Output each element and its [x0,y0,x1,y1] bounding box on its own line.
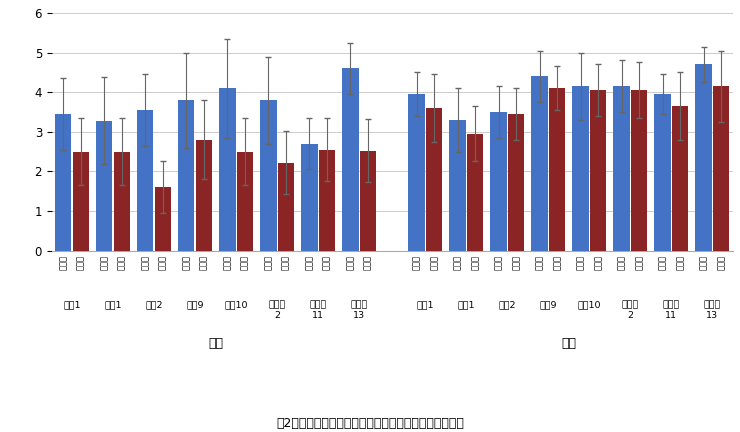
Bar [467,134,483,251]
Text: 挿し木: 挿し木 [58,255,68,270]
Text: 挿し木: 挿し木 [576,255,585,270]
Text: 挿し木: 挿し木 [223,255,232,270]
Text: 大分2: 大分2 [145,301,163,310]
Text: 大分2: 大分2 [499,301,516,310]
Bar [260,100,277,251]
Text: 挿し木: 挿し木 [617,255,626,270]
Bar [654,94,670,251]
Bar [508,114,525,251]
Text: 曽於1: 曽於1 [417,301,434,310]
Bar [219,88,235,251]
Text: 東臼杵
11: 東臼杵 11 [309,301,327,320]
Bar [319,149,335,251]
Bar [672,106,688,251]
Bar [449,120,465,251]
Text: 実生苗: 実生苗 [471,255,480,270]
Text: 実生苗: 実生苗 [635,255,644,270]
Bar [631,90,648,251]
Text: 三重10: 三重10 [224,301,248,310]
Text: 実生苗: 実生苗 [118,255,127,270]
Text: 実生苗: 実生苗 [593,255,602,270]
Bar [96,121,112,251]
Bar [55,114,72,251]
Text: 挿し木: 挿し木 [305,255,314,270]
Text: 実生苗: 実生苗 [76,255,85,270]
Bar [178,100,195,251]
Text: 実生苗: 実生苗 [199,255,209,270]
Text: 八女9: 八女9 [186,301,204,310]
Bar [408,94,425,251]
Text: 実生苗: 実生苗 [323,255,332,270]
Text: 長崎署
2: 長崎署 2 [269,301,286,320]
Text: 根曲: 根曲 [208,337,223,349]
Text: 帹曲: 帹曲 [562,337,576,349]
Text: 実生苗: 実生苗 [158,255,167,270]
Bar [114,152,130,251]
Bar [360,151,376,251]
Bar [155,187,171,251]
Bar [713,86,730,251]
Text: 早良1: 早良1 [104,301,122,310]
Bar [301,144,317,251]
Bar [195,140,212,251]
Text: 挿し木: 挿し木 [141,255,149,270]
Bar [137,110,153,251]
Text: 挿し木: 挿し木 [658,255,667,270]
Text: 挿し木: 挿し木 [453,255,462,270]
Bar [696,64,712,251]
Text: 挿し木: 挿し木 [494,255,503,270]
Text: 八女9: 八女9 [539,301,557,310]
Text: 早良1: 早良1 [457,301,475,310]
Text: 挿し木: 挿し木 [182,255,191,270]
Text: 東臼杵
11: 東臼杵 11 [663,301,680,320]
Bar [590,90,606,251]
Bar [531,76,548,251]
Text: 実生苗: 実生苗 [716,255,726,270]
Text: 挿し木: 挿し木 [412,255,421,270]
Text: 実生苗: 実生苗 [676,255,684,270]
Text: 実生苗: 実生苗 [511,255,521,270]
Text: 実生苗: 実生苗 [430,255,439,270]
Text: 実生苗: 実生苗 [281,255,290,270]
Text: 長崎署
2: 長崎署 2 [622,301,639,320]
Text: 実生苗: 実生苗 [363,255,372,270]
Text: 三重10: 三重10 [577,301,601,310]
Text: 実生苗: 実生苗 [553,255,562,270]
Bar [342,68,358,251]
Text: 南高来
13: 南高来 13 [704,301,721,320]
Text: 曽於1: 曽於1 [64,301,81,310]
Bar [426,108,443,251]
Bar [73,152,89,251]
Bar [549,88,565,251]
Bar [237,152,253,251]
Text: 南高来
13: 南高来 13 [351,301,368,320]
Text: 挿し木: 挿し木 [535,255,544,270]
Bar [613,86,630,251]
Text: 挿し木: 挿し木 [346,255,354,270]
Text: 図2　　スギの系統・苗種別形質（平均値＋標準偶差）: 図2 スギの系統・苗種別形質（平均値＋標準偶差） [276,417,464,430]
Bar [278,163,294,251]
Bar [491,112,507,251]
Text: 挿し木: 挿し木 [699,255,708,270]
Text: 実生苗: 実生苗 [240,255,249,270]
Bar [572,86,589,251]
Text: 挿し木: 挿し木 [100,255,109,270]
Text: 挿し木: 挿し木 [263,255,273,270]
